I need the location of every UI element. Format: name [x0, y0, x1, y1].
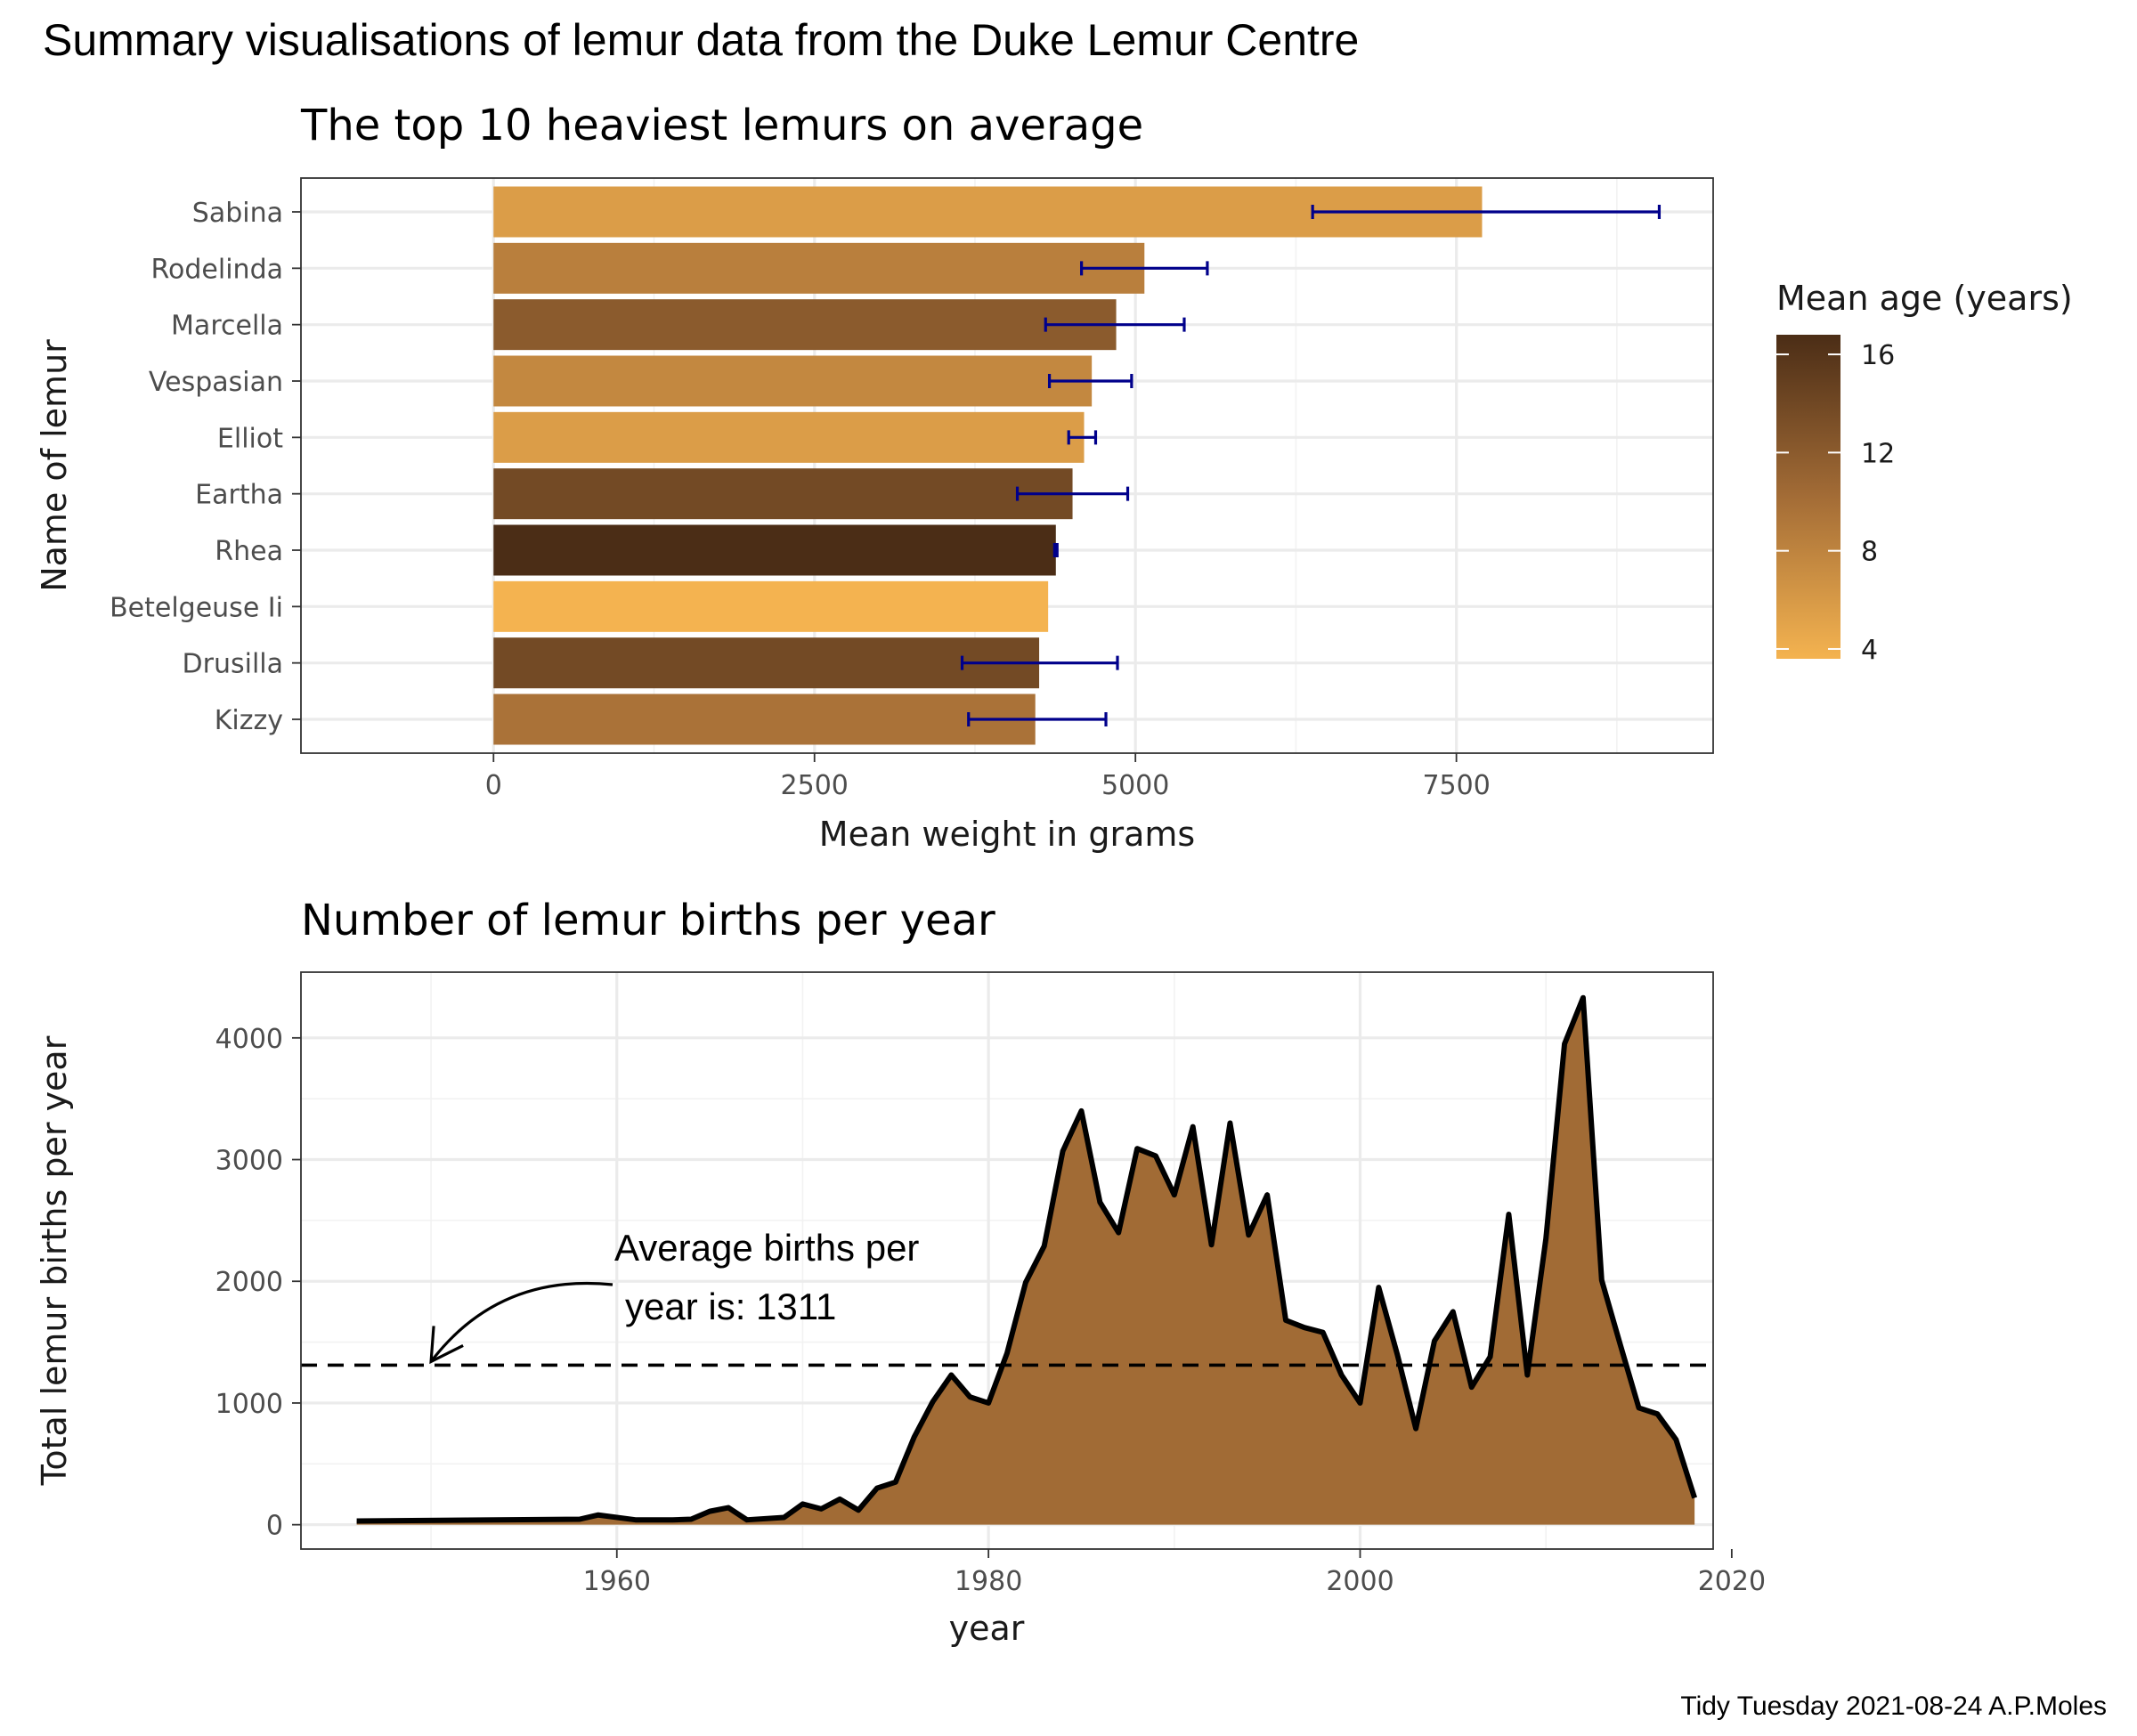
bar-chart-x-title: Mean weight in grams — [819, 815, 1195, 854]
error-bar — [1067, 430, 1098, 445]
births-chart-panel-border — [300, 971, 1714, 1550]
figure-title: Summary visualisations of lemur data fro… — [43, 15, 1359, 65]
legend-colorbar — [1776, 335, 1840, 659]
annotation-text-line2: year is: 1311 — [625, 1286, 836, 1327]
x-tick-label: 5000 — [1101, 770, 1169, 801]
error-bar — [960, 655, 1119, 670]
births-line — [356, 994, 1697, 1524]
bar-vespasian — [493, 355, 1093, 407]
bar-betelgeuse-ii — [493, 580, 1049, 632]
legend-title: Mean age (years) — [1776, 279, 2073, 318]
bar-eartha — [493, 468, 1073, 520]
bar-chart-panel-border — [300, 177, 1714, 754]
bar-chart-error-bars — [960, 205, 1662, 726]
births-area — [356, 997, 1695, 1525]
y-tick-label: 0 — [266, 1511, 283, 1542]
bar-kizzy — [493, 694, 1036, 745]
legend-tick-label: 16 — [1861, 340, 1895, 371]
error-bar — [1080, 261, 1209, 276]
error-bar — [1311, 205, 1662, 219]
bar-elliot — [493, 411, 1085, 463]
bar-rodelinda — [493, 242, 1145, 294]
bar-chart-y-axis: Sabina Rodelinda Marcella Vespasian Elliot Ea… — [110, 198, 301, 736]
births-chart: Number of lemur births per year Average … — [35, 896, 1766, 1648]
births-chart-y-title: Total lemur births per year — [35, 1035, 74, 1486]
annotation-arrow — [429, 1281, 613, 1363]
error-bar — [967, 712, 1108, 726]
births-chart-x-axis: 1960 1980 2000 2020 — [583, 1549, 1766, 1597]
bar-rhea — [493, 524, 1056, 576]
bar-chart-x-axis: 0 2500 5000 7500 — [485, 753, 1491, 801]
y-tick-label: Sabina — [192, 198, 283, 229]
figure-caption: Tidy Tuesday 2021-08-24 A.P.Moles — [1680, 1691, 2107, 1721]
error-bar — [1047, 374, 1134, 388]
x-tick-label: 2000 — [1326, 1566, 1394, 1597]
y-tick-label: 4000 — [215, 1024, 283, 1055]
y-tick-label: 2000 — [215, 1267, 283, 1298]
y-tick-label: Vespasian — [149, 367, 283, 398]
bar-chart: The top 10 heaviest lemurs on average Sa… — [35, 101, 2073, 854]
x-tick-label: 7500 — [1422, 770, 1490, 801]
bar-chart-y-title: Name of lemur — [35, 339, 74, 592]
y-tick-label: Kizzy — [215, 705, 283, 736]
legend-tick-label: 12 — [1861, 438, 1895, 469]
y-tick-label: 1000 — [215, 1389, 283, 1420]
x-tick-label: 2500 — [781, 770, 849, 801]
births-chart-y-axis: 0 1000 2000 3000 4000 — [215, 1024, 301, 1542]
bar-marcella — [493, 299, 1117, 351]
y-tick-label: Drusilla — [183, 649, 283, 680]
y-tick-label: Marcella — [171, 311, 283, 342]
x-tick-label: 0 — [485, 770, 502, 801]
y-tick-label: Eartha — [195, 480, 283, 511]
y-tick-label: Rodelinda — [151, 254, 283, 285]
legend-ticks: 4 8 12 16 — [1776, 340, 1895, 666]
annotation-text-line1: Average births per — [614, 1227, 919, 1269]
y-tick-label: Elliot — [217, 423, 283, 454]
bar-chart-bars — [493, 186, 1483, 745]
age-legend: Mean age (years) 4 8 12 16 — [1776, 279, 2073, 666]
births-chart-title: Number of lemur births per year — [301, 896, 995, 945]
error-bar — [1044, 317, 1186, 332]
annotation-arrowhead — [429, 1326, 464, 1365]
y-tick-label: Rhea — [215, 536, 283, 567]
error-bar — [1052, 543, 1059, 557]
bar-chart-title: The top 10 heaviest lemurs on average — [300, 101, 1143, 150]
x-tick-label: 1960 — [583, 1566, 651, 1597]
legend-tick-label: 4 — [1861, 635, 1878, 666]
bar-drusilla — [493, 637, 1040, 689]
error-bar — [1015, 486, 1130, 501]
births-chart-x-title: year — [949, 1609, 1025, 1648]
legend-tick-label: 8 — [1861, 537, 1878, 568]
y-tick-label: Betelgeuse Ii — [110, 592, 283, 623]
x-tick-label: 1980 — [955, 1566, 1022, 1597]
x-tick-label: 2020 — [1698, 1566, 1766, 1597]
y-tick-label: 3000 — [215, 1146, 283, 1177]
